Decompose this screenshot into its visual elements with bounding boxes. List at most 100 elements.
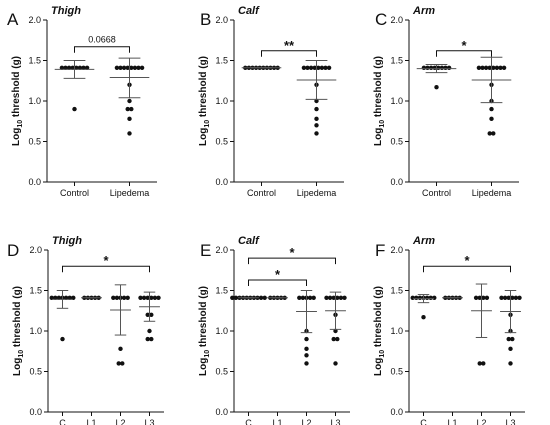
panel-title: Calf — [238, 235, 260, 247]
y-tick-label: 1.5 — [29, 286, 42, 296]
data-point — [114, 295, 120, 300]
data-point — [311, 295, 316, 300]
data-point — [501, 65, 507, 70]
data-point — [145, 295, 150, 300]
significance-bracket — [248, 257, 336, 265]
significance-bracket — [261, 50, 317, 57]
data-point — [297, 295, 302, 300]
data-point — [147, 328, 152, 334]
data-point — [121, 65, 127, 70]
x-tick-label: Lipedema — [297, 188, 337, 198]
x-tick-label: L3 — [505, 418, 515, 425]
data-point — [491, 131, 496, 136]
y-tick-label: 2.0 — [215, 15, 228, 25]
data-point — [118, 65, 123, 70]
data-point — [421, 315, 426, 320]
data-point — [233, 295, 239, 300]
data-point — [127, 131, 132, 136]
data-point — [489, 116, 494, 122]
panel-letter: E — [200, 241, 211, 260]
significance-bracket — [74, 46, 130, 53]
significance-bracket — [248, 279, 307, 286]
data-point — [139, 65, 145, 70]
data-point — [141, 295, 147, 300]
panel-title: Calf — [238, 5, 260, 17]
y-tick-label: 0.5 — [28, 137, 41, 147]
panel-letter: D — [7, 241, 19, 260]
data-point — [494, 65, 500, 70]
significance-bracket — [62, 265, 150, 273]
data-point — [84, 65, 90, 70]
panel-letter: A — [7, 10, 19, 29]
data-point — [152, 295, 158, 300]
data-point — [432, 295, 437, 300]
x-tick-label: Control — [247, 188, 276, 198]
y-tick-label: 0.0 — [215, 177, 228, 187]
data-point — [114, 65, 120, 70]
data-point — [129, 106, 134, 112]
significance-label: * — [103, 253, 109, 268]
x-tick-label: Lipedema — [110, 188, 150, 198]
data-point — [59, 65, 65, 70]
data-point — [477, 361, 482, 366]
data-point — [498, 65, 503, 70]
significance-label: 0.0668 — [88, 35, 116, 45]
data-point — [230, 295, 235, 300]
data-point — [121, 295, 127, 300]
data-point — [333, 361, 338, 366]
y-tick-label: 2.0 — [390, 245, 403, 255]
data-point — [324, 295, 329, 300]
data-point — [314, 131, 319, 136]
data-point — [300, 295, 306, 300]
x-tick-label: L3 — [330, 418, 340, 425]
data-point — [125, 65, 130, 70]
data-point — [333, 328, 338, 334]
data-point — [71, 295, 76, 300]
x-tick-label: C — [245, 418, 252, 425]
data-point — [331, 295, 336, 300]
y-tick-label: 0.5 — [215, 137, 228, 147]
x-tick-label: Control — [60, 188, 89, 198]
data-point — [473, 295, 479, 300]
data-point — [335, 295, 340, 300]
data-point — [314, 123, 319, 128]
y-tick-label: 1.5 — [215, 286, 228, 296]
x-tick-label: L1 — [272, 418, 282, 425]
x-tick-label: L2 — [476, 418, 486, 425]
data-point — [72, 106, 77, 112]
y-tick-label: 2.0 — [28, 15, 41, 25]
data-point — [316, 65, 321, 70]
y-tick-label: 0.0 — [215, 407, 228, 417]
data-point — [149, 312, 154, 317]
panel-letter: C — [375, 10, 387, 29]
y-tick-label: 1.5 — [215, 56, 228, 66]
data-point — [513, 295, 519, 300]
x-tick-label: Lipedema — [472, 188, 512, 198]
panel-b: B Calf Log10 threshold (g) 0.0 0.5 1.0 1.5 2.0 C… — [198, 5, 344, 198]
data-point — [434, 85, 439, 90]
data-point — [508, 346, 513, 352]
y-tick-label: 0.5 — [390, 137, 403, 147]
data-point — [74, 65, 79, 70]
data-point — [502, 295, 508, 300]
data-point — [314, 116, 319, 122]
data-point — [301, 65, 307, 70]
data-point — [491, 65, 496, 70]
data-point — [312, 65, 317, 70]
data-point — [323, 65, 328, 70]
panel-title: Arm — [412, 235, 435, 247]
y-tick-label: 0.0 — [28, 177, 41, 187]
data-point — [49, 295, 54, 300]
panel-title: Thigh — [52, 235, 82, 247]
data-point — [118, 346, 123, 352]
data-point — [506, 295, 511, 300]
y-tick-label: 0.0 — [390, 177, 403, 187]
x-tick-label: C — [59, 418, 66, 425]
y-tick-label: 1.0 — [390, 96, 403, 106]
y-tick-label: 1.0 — [390, 326, 403, 336]
data-point — [145, 336, 150, 342]
data-point — [314, 106, 319, 112]
y-tick-label: 2.0 — [215, 245, 228, 255]
data-point — [506, 336, 511, 342]
data-point — [517, 295, 522, 300]
